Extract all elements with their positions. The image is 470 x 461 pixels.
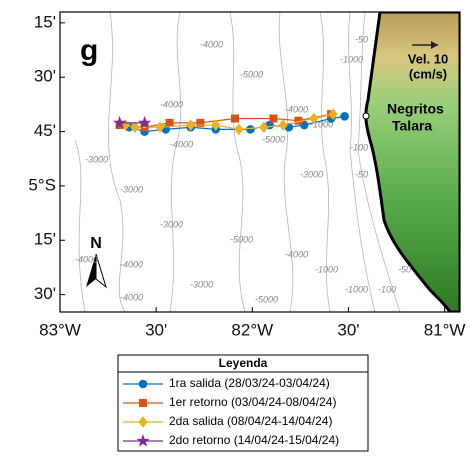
contour-label: -5000 — [255, 294, 278, 304]
place-label: Negritos — [387, 101, 444, 117]
contour-label: -1000 — [340, 54, 363, 64]
x-tick-label: 30' — [145, 320, 167, 339]
contour-label: -3000 — [160, 219, 183, 229]
velocity-unit: (cm/s) — [409, 66, 447, 81]
contour-label: -3000 — [120, 184, 143, 194]
x-tick-label: 82°W — [231, 320, 273, 339]
velocity-label: Vel. 10 — [408, 51, 448, 66]
marker — [166, 119, 173, 126]
contour-label: -3000 — [300, 169, 323, 179]
panel-label: g — [80, 34, 98, 67]
x-tick-label: 30' — [337, 320, 359, 339]
legend-label: 2da salida (08/04/24-14/04/24) — [169, 414, 332, 428]
contour-label: -4000 — [170, 139, 193, 149]
contour-label: -5000 — [262, 134, 285, 144]
contour-label: -4000 — [75, 254, 98, 264]
legend-label: 1er retorno (03/04/24-08/04/24) — [169, 395, 336, 409]
contour-label: -50 — [355, 169, 368, 179]
marker — [232, 115, 239, 122]
map-figure: g Vel. 10 (cm/s) Negritos Talara N -4000… — [0, 0, 470, 456]
contour-label: -3000 — [190, 279, 213, 289]
contour-label: -100 — [378, 284, 396, 294]
contour-label: -50 — [355, 34, 368, 44]
y-tick-label: 15' — [34, 12, 56, 31]
y-tick-label: 30' — [34, 67, 56, 86]
contour-label: -4000 — [285, 104, 308, 114]
contour-label: -4000 — [120, 259, 143, 269]
contour-label: -50 — [398, 264, 411, 274]
contour-label: -4000 — [200, 39, 223, 49]
contour-label: -5000 — [240, 69, 263, 79]
legend-label: 1ra salida (28/03/24-03/04/24) — [169, 376, 330, 390]
y-tick-label: 45' — [34, 121, 56, 140]
x-tick-label: 81°W — [424, 320, 466, 339]
contour-label: -1000 — [345, 284, 368, 294]
marker — [341, 113, 349, 121]
contour-label: -3000 — [85, 154, 108, 164]
place-label: Talara — [392, 118, 432, 134]
y-tick-label: 15' — [34, 230, 56, 249]
contour-label: -100 — [350, 142, 368, 152]
contour-label: -4000 — [160, 99, 183, 109]
place-dot — [363, 113, 369, 119]
contour-label: -4000 — [285, 249, 308, 259]
contour-label: -1000 — [315, 264, 338, 274]
marker — [140, 400, 147, 407]
north-label: N — [90, 235, 102, 252]
marker — [247, 126, 255, 134]
contour-label: -5000 — [230, 234, 253, 244]
y-tick-label: 30' — [34, 284, 56, 303]
x-tick-label: 83°W — [39, 320, 81, 339]
contour-label: -4000 — [120, 292, 143, 302]
legend-label: 2do retorno (14/04/24-15/04/24) — [169, 433, 339, 447]
y-tick-label: 5°S — [28, 175, 56, 194]
marker — [139, 380, 147, 388]
marker — [270, 115, 277, 122]
legend-title: Leyenda — [219, 356, 268, 370]
